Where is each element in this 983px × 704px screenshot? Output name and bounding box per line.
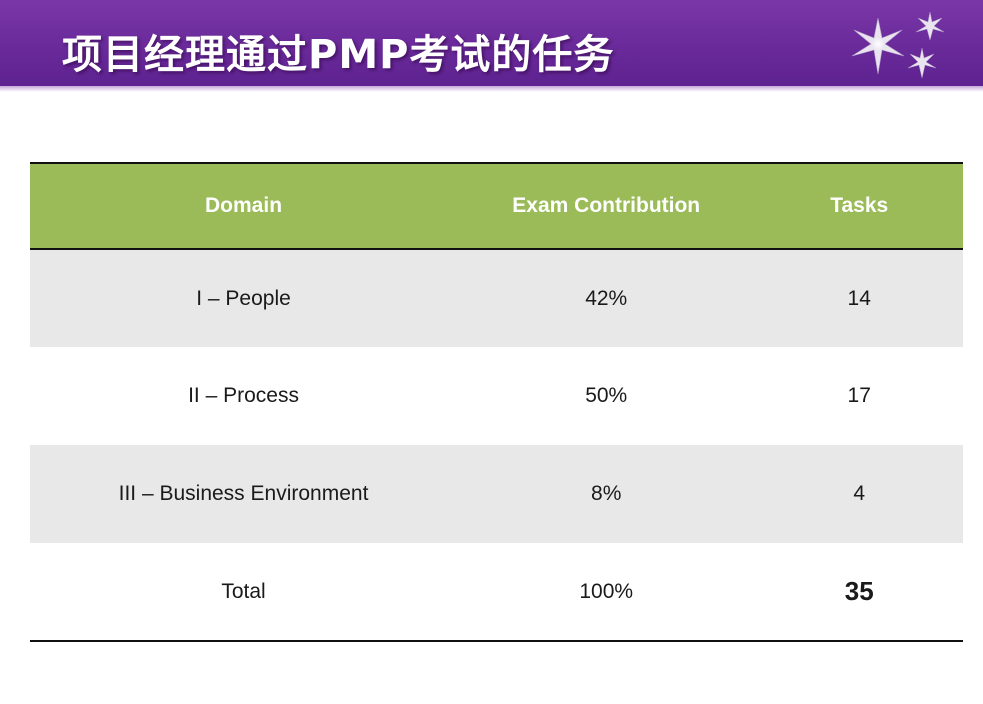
slide-title: 项目经理通过PMP考试的任务 [62, 32, 615, 78]
domain-table: Domain Exam Contribution Tasks I – Peopl… [30, 162, 963, 642]
cell-contribution: 50% [585, 384, 628, 407]
header-domain: Domain [205, 194, 283, 217]
header-tasks: Tasks [830, 194, 889, 217]
total-tasks: 35 [844, 576, 874, 606]
cell-domain: II – Process [188, 384, 299, 407]
table-total-row: Total 100% 35 [30, 543, 963, 641]
total-label: Total [221, 579, 266, 603]
cell-contribution: 42% [585, 286, 628, 310]
header-exam-contribution: Exam Contribution [512, 194, 701, 217]
cell-tasks: 17 [847, 384, 871, 407]
cell-domain: III – Business Environment [118, 482, 369, 505]
domain-table-container: Domain Exam Contribution Tasks I – Peopl… [30, 162, 963, 642]
sparkle-stars-icon [851, 11, 945, 79]
cell-domain: I – People [196, 286, 291, 310]
cell-contribution: 8% [591, 482, 622, 505]
title-bar: 项目经理通过PMP考试的任务 [0, 0, 983, 92]
cell-tasks: 14 [847, 286, 871, 310]
cell-tasks: 4 [853, 482, 866, 505]
total-contribution: 100% [579, 579, 634, 603]
table-row: II – Process 50% 17 [30, 347, 963, 445]
table-row: III – Business Environment 8% 4 [30, 445, 963, 543]
table-header-row: Domain Exam Contribution Tasks [30, 163, 963, 249]
table-row: I – People 42% 14 [30, 249, 963, 347]
